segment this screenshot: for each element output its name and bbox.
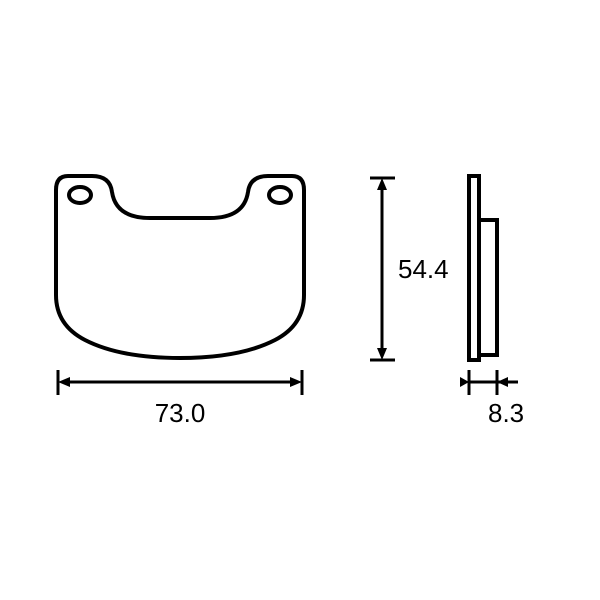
dimension-width: 73.0 [50,370,310,445]
left-mount-hole [69,187,91,203]
brake-pad-side-view [465,170,505,375]
width-label: 73.0 [155,398,206,428]
pad-outline [56,176,304,358]
right-mount-hole [269,187,291,203]
height-label: 54.4 [398,254,449,284]
thickness-label: 8.3 [488,398,524,428]
friction-material [479,220,497,355]
technical-drawing-container: 54.4 73.0 [0,0,600,600]
dimension-thickness: 8.3 [460,370,560,445]
brake-pad-front-view [50,170,310,375]
dimension-height: 54.4 [370,170,470,375]
